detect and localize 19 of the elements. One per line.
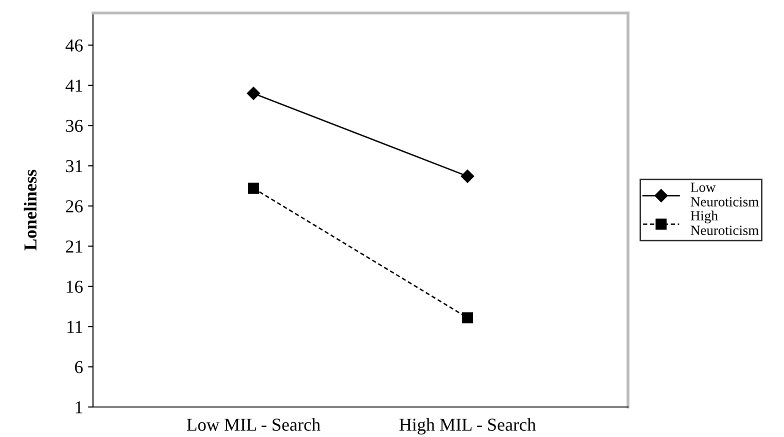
x-tick-label: Low MIL - Search bbox=[186, 418, 320, 431]
y-tick-label: 36 bbox=[66, 120, 83, 132]
y-tick-label: 16 bbox=[66, 280, 83, 293]
legend-label: Low Neuroticism bbox=[690, 182, 759, 206]
point bbox=[462, 312, 474, 324]
y-tick-label: 11 bbox=[67, 320, 82, 333]
y-tick-label: 1 bbox=[76, 401, 82, 414]
y-tick-label: 46 bbox=[66, 39, 83, 52]
y-tick-label: 41 bbox=[66, 80, 82, 92]
point bbox=[248, 182, 260, 194]
y-tick-label: 26 bbox=[66, 200, 83, 212]
point bbox=[460, 170, 474, 183]
x-tick-label: High MIL - Search bbox=[399, 418, 536, 435]
y-tick-label: 21 bbox=[66, 240, 82, 252]
y-axis-title: Loneliness bbox=[24, 170, 37, 250]
y-tick-label: 6 bbox=[75, 361, 83, 374]
legend-label: High Neuroticism bbox=[690, 210, 759, 236]
point bbox=[246, 86, 260, 100]
y-tick-label: 31 bbox=[66, 160, 82, 172]
